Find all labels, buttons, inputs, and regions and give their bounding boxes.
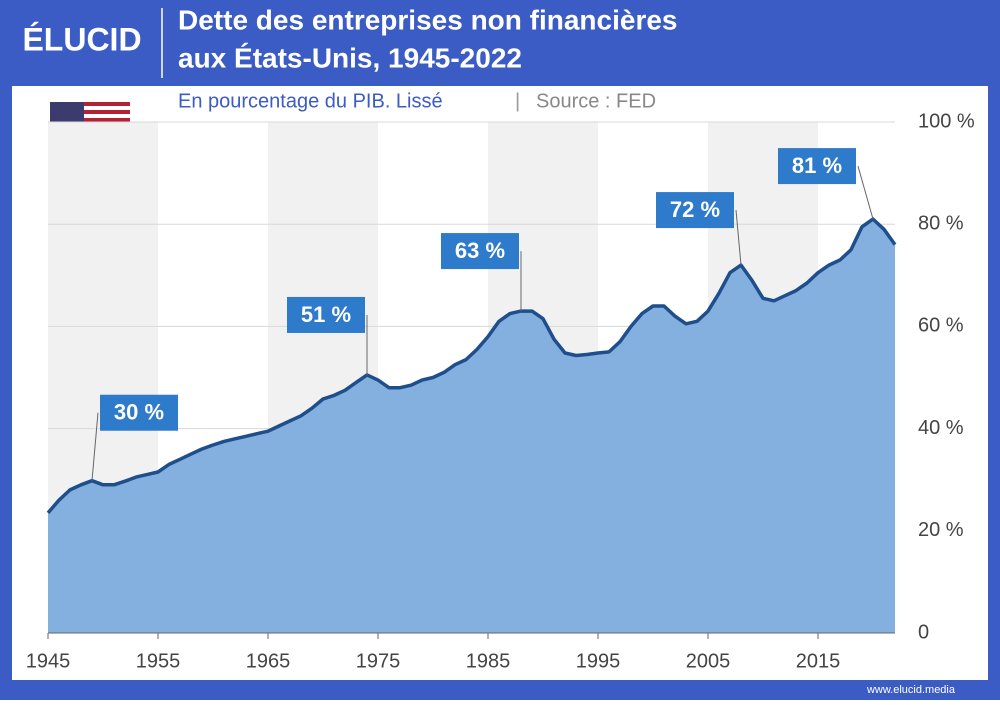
x-tick-label: 2015: [796, 650, 841, 672]
annotation-leader: [857, 165, 874, 220]
y-tick-label: 100 %: [918, 110, 975, 132]
annotation-label: 30 %: [114, 400, 164, 425]
subtitle-separator: |: [515, 90, 520, 112]
annotation-box: [778, 148, 856, 185]
annotation-leader: [91, 412, 99, 481]
x-tick-label: 1995: [576, 650, 621, 672]
chart-title: Dette des entreprises non financières: [178, 4, 678, 35]
annotation-label: 72 %: [670, 197, 720, 222]
source: Source : FED: [536, 90, 656, 112]
x-tick-label: 1985: [466, 650, 511, 672]
y-tick-label: 80 %: [918, 212, 964, 234]
x-tick-label: 1975: [356, 650, 401, 672]
annotation-leader: [735, 210, 742, 266]
y-tick-label: 20 %: [918, 519, 964, 541]
footer: www.elucid.media: [866, 684, 956, 696]
chart-title: aux États-Unis, 1945-2022: [178, 42, 522, 73]
line: [46, 217, 897, 515]
annotation-box: [100, 394, 178, 431]
annotation-label: 81 %: [792, 153, 842, 178]
annotation-box: [656, 192, 734, 229]
x-tick-label: 1945: [26, 650, 71, 672]
annotation-box: [287, 296, 365, 333]
x-tick-label: 2005: [686, 650, 731, 672]
x-tick-label: 1955: [136, 650, 181, 672]
subtitle: En pourcentage du PIB. Lissé: [178, 90, 443, 112]
y-tick-label: 40 %: [918, 417, 964, 439]
annotation-label: 63 %: [455, 238, 505, 263]
annotation-box: [441, 233, 519, 270]
y-tick-label: 60 %: [918, 315, 964, 337]
annotation-label: 51 %: [301, 302, 351, 327]
brand: ÉLUCID: [22, 21, 141, 57]
x-tick-label: 1965: [246, 650, 291, 672]
y-tick-label: 0: [918, 621, 929, 643]
